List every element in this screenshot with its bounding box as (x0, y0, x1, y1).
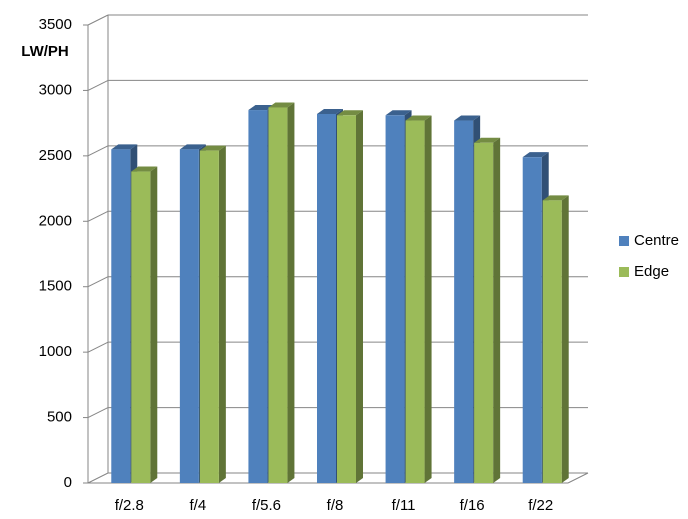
bar-top (131, 166, 158, 172)
grid-line (87, 407, 109, 419)
bar-top (268, 102, 295, 108)
bar (199, 145, 226, 483)
y-tick-label: 0 (64, 474, 72, 491)
grid-line (87, 210, 109, 222)
x-tick-label: f/2.8 (115, 497, 144, 514)
bar-top (337, 110, 363, 116)
bar-top (522, 152, 549, 158)
bar-side (287, 102, 295, 483)
bar-front (454, 120, 474, 484)
bar-top (542, 195, 569, 201)
grid-line (87, 341, 109, 353)
bar-front (131, 171, 151, 483)
grid-line (87, 14, 109, 26)
bar (405, 115, 432, 484)
axis-line (567, 472, 589, 484)
bar-front (179, 149, 199, 484)
y-tick-label: 2500 (39, 147, 72, 164)
y-tick-label: 3500 (39, 16, 72, 33)
bar (474, 137, 501, 483)
bar-top (111, 144, 138, 150)
bar-top (199, 145, 226, 151)
grid-line (87, 79, 109, 91)
bar-side (561, 195, 569, 483)
bar-front (317, 113, 336, 484)
bar (268, 102, 295, 483)
bar-top (474, 137, 501, 143)
bar-front (522, 157, 542, 483)
bar-front (405, 120, 425, 484)
bar-front (248, 110, 268, 484)
bar-top (454, 115, 481, 121)
legend-label: Edge (634, 263, 669, 280)
bar-top (317, 108, 343, 114)
y-tick-label: 3000 (39, 81, 72, 98)
bar-top (179, 144, 206, 150)
grid-line (87, 145, 109, 157)
y-tick-label: 2000 (39, 212, 72, 229)
bar-top (405, 115, 432, 121)
legend-swatch (619, 267, 629, 277)
bar (131, 166, 158, 483)
bar-front (268, 107, 288, 483)
bar-front (111, 149, 131, 484)
bar (542, 195, 569, 483)
bar (337, 110, 363, 483)
bar-side (150, 166, 158, 483)
grid-line (87, 472, 109, 484)
x-tick-label: f/22 (528, 497, 553, 514)
bar-front (542, 200, 562, 483)
bar-side (493, 137, 501, 483)
bar-side (218, 145, 226, 483)
bar-side (424, 115, 432, 484)
bar-front (337, 115, 356, 483)
grid-line (87, 276, 109, 288)
bar-top (248, 105, 275, 111)
x-tick-label: f/5.6 (252, 497, 281, 514)
bar-front (474, 142, 494, 483)
bar-front (199, 150, 219, 483)
x-tick-label: f/11 (392, 497, 416, 514)
y-tick-label: 1500 (39, 278, 72, 295)
y-tick-label: 500 (47, 409, 72, 426)
bar-side (356, 110, 363, 483)
bar-front (385, 115, 405, 483)
bar-top (385, 110, 412, 116)
y-axis-title: LW/PH (21, 43, 69, 60)
x-tick-label: f/16 (460, 497, 485, 514)
y-tick-label: 1000 (39, 343, 72, 360)
legend-label: Centre (634, 232, 679, 249)
legend-swatch (619, 236, 629, 246)
x-tick-label: f/8 (327, 497, 344, 514)
x-tick-label: f/4 (190, 497, 207, 514)
